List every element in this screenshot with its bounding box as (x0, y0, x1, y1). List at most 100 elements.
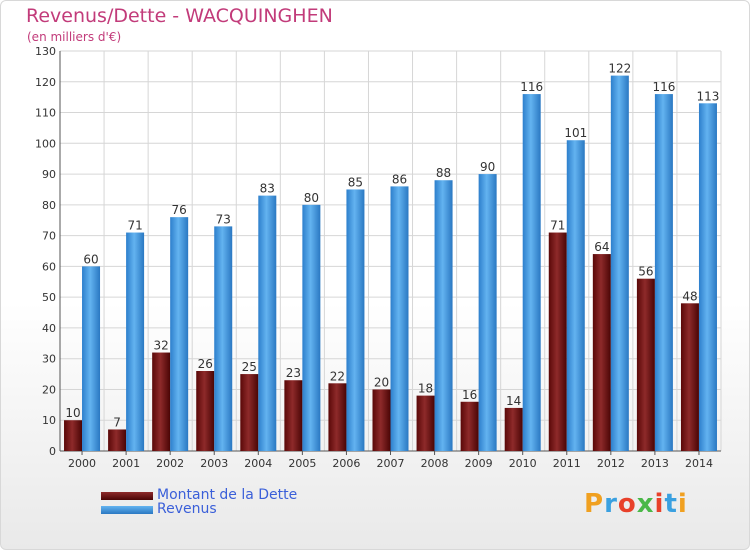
y-tick-label: 30 (42, 353, 56, 366)
data-label: 83 (260, 182, 275, 196)
data-label: 71 (550, 219, 565, 233)
bar-dette (372, 389, 391, 451)
data-label: 71 (127, 219, 142, 233)
bar-revenus (214, 226, 233, 451)
y-tick-label: 10 (42, 414, 56, 427)
data-label: 32 (154, 339, 169, 353)
data-label: 20 (374, 375, 389, 389)
proxiti-logo: Proxiti (584, 489, 688, 519)
data-label: 18 (418, 382, 433, 396)
logo-letter: t (664, 489, 678, 519)
bar-dette (548, 232, 567, 451)
data-label: 116 (520, 80, 543, 94)
logo-letter: P (584, 489, 605, 519)
x-tick-label: 2008 (421, 457, 449, 470)
data-label: 116 (652, 80, 675, 94)
bar-dette (328, 383, 347, 451)
y-tick-label: 20 (42, 383, 56, 396)
data-label: 86 (392, 172, 407, 186)
legend-swatch-debt (101, 492, 153, 500)
legend-swatch-revenus (101, 506, 153, 514)
data-label: 60 (83, 252, 98, 266)
bar-dette (680, 303, 699, 451)
data-label: 23 (286, 366, 301, 380)
data-label: 7 (113, 415, 121, 429)
y-tick-label: 130 (35, 45, 56, 58)
legend-label-revenus: Revenus (157, 501, 217, 517)
bar-revenus (258, 195, 277, 451)
logo-letter: x (636, 489, 655, 519)
x-tick-label: 2000 (68, 457, 96, 470)
bar-dette (152, 352, 171, 451)
data-label: 113 (697, 89, 720, 103)
x-tick-label: 2010 (509, 457, 537, 470)
data-label: 16 (462, 388, 477, 402)
bar-dette (196, 371, 215, 451)
bar-dette (636, 278, 655, 451)
x-tick-label: 2006 (332, 457, 360, 470)
y-tick-label: 80 (42, 199, 56, 212)
data-label: 22 (330, 369, 345, 383)
legend-label-debt: Montant de la Dette (157, 487, 298, 503)
bar-dette (460, 401, 479, 451)
logo-letter: i (677, 489, 688, 519)
bar-revenus (654, 94, 673, 452)
data-label: 88 (436, 166, 451, 180)
x-tick-label: 2004 (244, 457, 272, 470)
data-label: 48 (682, 289, 697, 303)
bar-revenus (126, 232, 145, 451)
bar-dette (284, 380, 303, 451)
data-label: 80 (304, 191, 319, 205)
y-tick-label: 0 (49, 445, 56, 458)
bar-dette (504, 407, 523, 451)
bar-dette (64, 420, 83, 451)
x-tick-label: 2003 (200, 457, 228, 470)
y-tick-label: 40 (42, 322, 56, 335)
data-label: 101 (564, 126, 587, 140)
data-label: 26 (198, 357, 213, 371)
data-label: 64 (594, 240, 609, 254)
bar-revenus (302, 204, 321, 451)
data-label: 14 (506, 394, 521, 408)
bar-revenus (390, 186, 409, 451)
x-tick-label: 2001 (112, 457, 140, 470)
bar-revenus (698, 103, 717, 452)
bar-revenus (522, 94, 541, 452)
bar-revenus (434, 180, 453, 451)
bar-revenus (610, 75, 629, 451)
y-tick-label: 120 (35, 76, 56, 89)
y-tick-label: 100 (35, 137, 56, 150)
y-tick-label: 110 (35, 107, 56, 120)
data-label: 73 (216, 212, 231, 226)
bar-revenus (566, 140, 585, 451)
bar-revenus (346, 189, 365, 451)
x-tick-label: 2007 (377, 457, 405, 470)
y-tick-label: 60 (42, 260, 56, 273)
x-tick-label: 2002 (156, 457, 184, 470)
data-label: 10 (65, 406, 80, 420)
x-tick-label: 2005 (288, 457, 316, 470)
x-tick-label: 2012 (597, 457, 625, 470)
data-label: 122 (608, 62, 631, 76)
x-tick-label: 2013 (641, 457, 669, 470)
bar-revenus (82, 266, 101, 451)
chart-title: Revenus/Dette - WACQUINGHEN (26, 5, 333, 27)
x-tick-label: 2014 (685, 457, 713, 470)
data-label: 25 (242, 360, 257, 374)
bar-dette (240, 374, 259, 451)
logo-letter: o (617, 489, 637, 519)
logo-letter: r (604, 489, 618, 519)
y-tick-label: 50 (42, 291, 56, 304)
chart-subtitle: (en milliers d'€) (27, 30, 122, 44)
bar-dette (592, 254, 611, 451)
data-label: 76 (172, 203, 187, 217)
y-tick-label: 90 (42, 168, 56, 181)
bar-revenus (478, 174, 497, 452)
logo-letter: i (654, 489, 665, 519)
data-label: 56 (638, 265, 653, 279)
bar-dette (416, 395, 435, 451)
x-tick-label: 2011 (553, 457, 581, 470)
x-tick-label: 2009 (465, 457, 493, 470)
